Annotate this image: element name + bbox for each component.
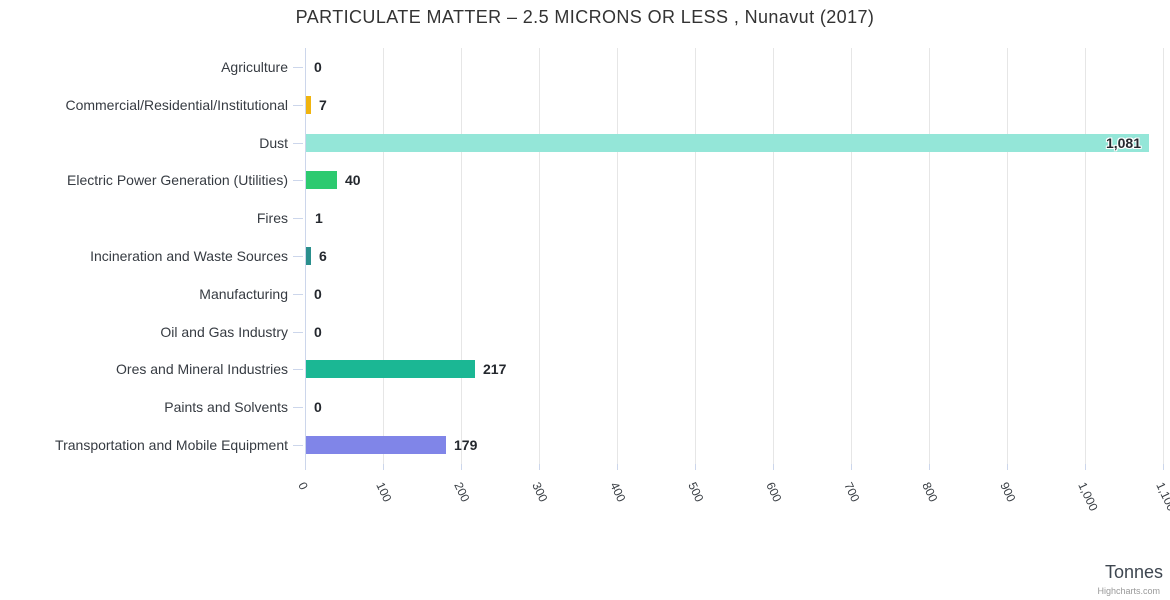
bar-value-label: 179 [454,437,478,453]
bar-value-label: 40 [345,172,361,188]
x-tick-mark [773,464,774,470]
x-tick-mark [851,464,852,470]
x-tick-mark [695,464,696,470]
grid-line [851,48,852,464]
category-tick [293,218,303,219]
x-tick-mark [383,464,384,470]
grid-line [1085,48,1086,464]
bar[interactable] [306,171,337,189]
category-tick [293,407,303,408]
x-tick-label: 300 [529,480,551,505]
x-tick-label: 200 [451,480,473,505]
grid-line [617,48,618,464]
grid-line [695,48,696,464]
bar[interactable] [306,360,475,378]
x-tick-label: 900 [997,480,1019,505]
x-tick-mark [305,464,306,470]
highcharts-credit[interactable]: Highcharts.com [1097,586,1160,596]
category-tick [293,256,303,257]
x-tick-label: 100 [373,480,395,505]
bar[interactable] [306,134,1149,152]
category-tick [293,105,303,106]
x-tick-mark [1085,464,1086,470]
category-tick [293,180,303,181]
bar-value-label: 1 [315,210,323,226]
category-tick [293,332,303,333]
x-tick-mark [1163,464,1164,470]
x-tick-mark [539,464,540,470]
category-label: Agriculture [221,59,288,75]
grid-line [929,48,930,464]
x-tick-label: 0 [295,480,311,492]
bar-value-label: 0 [314,399,322,415]
x-tick-mark [1007,464,1008,470]
bar-value-label: 0 [314,59,322,75]
x-tick-label: 400 [607,480,629,505]
bar-value-label: 1,081 [1105,135,1141,151]
grid-line [773,48,774,464]
bar-value-label: 7 [319,97,327,113]
grid-line [383,48,384,464]
category-label: Ores and Mineral Industries [116,361,288,377]
category-tick [293,369,303,370]
chart-title: PARTICULATE MATTER – 2.5 MICRONS OR LESS… [295,7,875,27]
category-label: Oil and Gas Industry [160,324,288,340]
x-tick-mark [929,464,930,470]
y-axis-line [305,48,306,464]
category-label: Fires [256,210,288,226]
category-tick [293,67,303,68]
x-tick-mark [461,464,462,470]
bar-value-label: 0 [314,324,322,340]
category-label: Incineration and Waste Sources [90,248,288,264]
bar[interactable] [306,247,311,265]
x-tick-mark [617,464,618,470]
x-tick-label: 500 [685,480,707,505]
bar-value-label: 0 [314,286,322,302]
category-tick [293,445,303,446]
x-tick-label: 1,100 [1153,480,1170,514]
x-tick-label: 600 [763,480,785,505]
grid-line [539,48,540,464]
category-label: Dust [259,135,288,151]
grid-line [461,48,462,464]
x-tick-label: 800 [919,480,941,505]
category-label: Transportation and Mobile Equipment [55,437,288,453]
bar[interactable] [306,96,311,114]
grid-line [1163,48,1164,464]
x-axis-title: Tonnes [1104,562,1163,582]
grid-line [1007,48,1008,464]
bar-value-label: 217 [483,361,507,377]
category-label: Manufacturing [199,286,288,302]
x-tick-label: 700 [841,480,863,505]
category-label: Electric Power Generation (Utilities) [67,172,288,188]
x-tick-label: 1,000 [1075,480,1101,514]
bar-value-label: 6 [319,248,327,264]
category-tick [293,294,303,295]
bar[interactable] [306,436,446,454]
category-label: Paints and Solvents [164,399,288,415]
category-tick [293,143,303,144]
category-label: Commercial/Residential/Institutional [65,97,288,113]
